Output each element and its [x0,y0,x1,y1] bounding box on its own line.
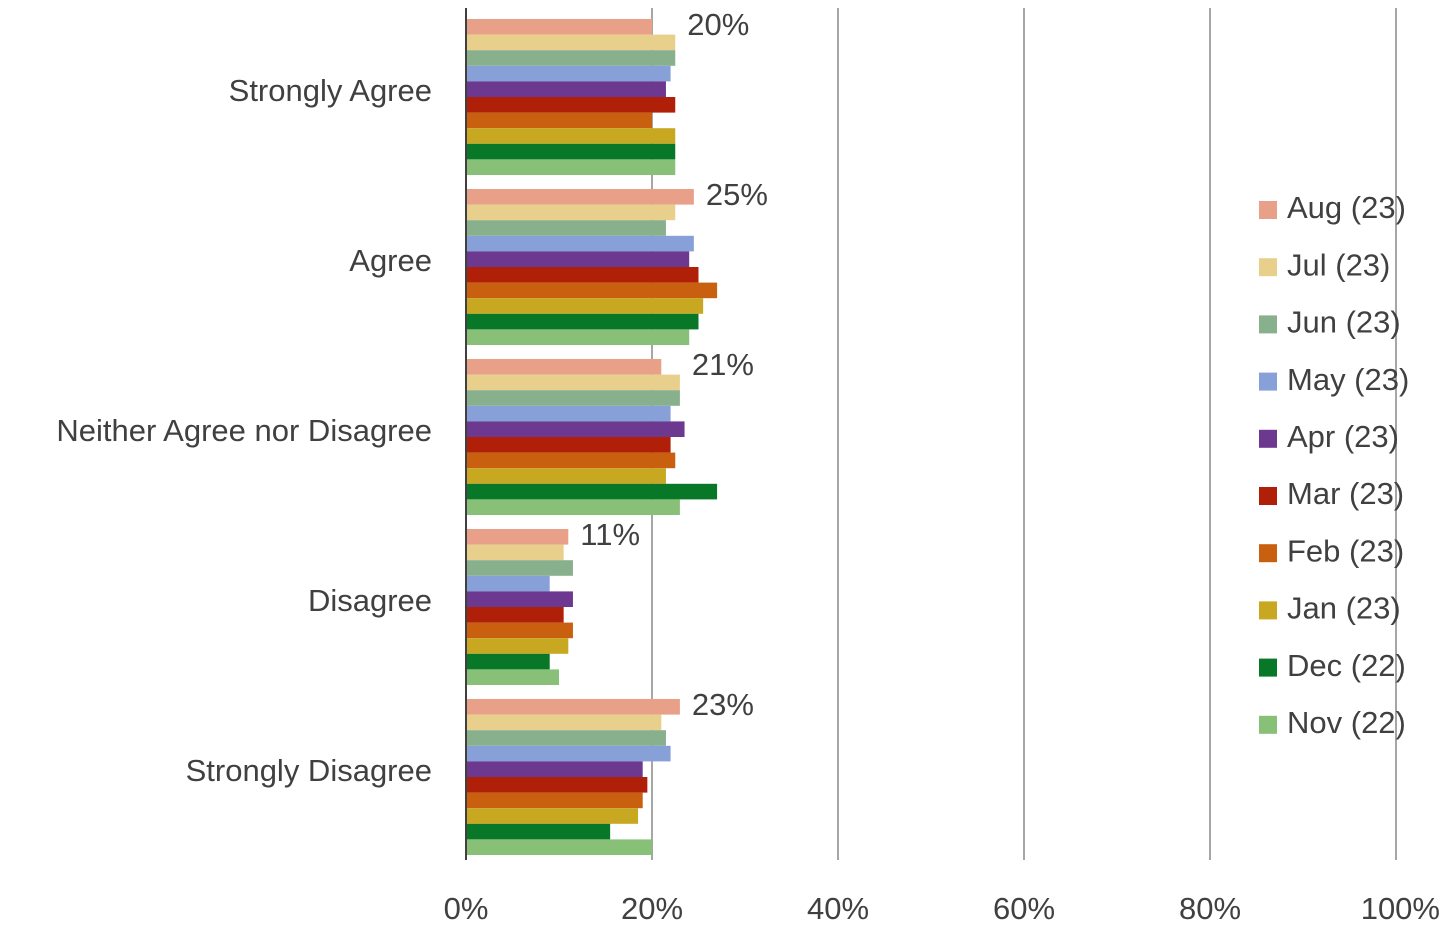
x-tick-label: 40% [807,891,869,925]
bar [466,544,564,561]
bar [466,282,718,299]
bar [466,777,648,793]
legend-swatch [1259,315,1277,334]
bar [466,560,573,576]
bar [466,112,652,129]
legend-swatch [1259,201,1277,219]
category-labels: Strongly Agree Agree Neither Agree nor Dis… [56,73,432,788]
legend-label: Apr (23) [1287,419,1399,454]
bar [466,189,694,205]
bar [466,808,639,824]
legend-swatch [1259,372,1277,391]
bar [466,329,690,345]
bar [466,390,680,406]
legend-label: Jun (23) [1287,305,1401,340]
data-label: 20% [687,7,749,42]
legend-swatch [1259,544,1277,563]
bar [466,235,694,252]
x-tick-label: 20% [621,891,683,925]
bar [466,622,573,639]
bar [466,839,652,855]
x-tick-label: 80% [1179,891,1241,925]
category-label: Neither Agree nor Disagree [56,413,432,448]
bar [466,591,573,607]
legend-swatch [1259,715,1277,734]
bar [466,761,643,777]
bar [466,483,718,500]
category-label: Strongly Agree [229,73,432,108]
legend-label: May (23) [1287,362,1409,397]
bar [466,251,690,267]
category-label: Strongly Disagree [186,753,432,788]
bar [466,313,699,330]
bar [466,159,676,175]
bar [466,97,676,113]
data-label: 25% [706,177,768,212]
legend-swatch [1259,258,1277,277]
bar [466,575,550,592]
bar [466,267,699,283]
legend-label: Jul (23) [1287,247,1390,282]
bars [466,19,718,855]
x-tick-label: 100% [1361,891,1440,925]
bar [466,745,671,762]
legend-label: Nov (22) [1287,705,1406,740]
bar [466,143,676,160]
bar [466,359,662,375]
bar [466,374,680,391]
legend-label: Aug (23) [1287,190,1406,225]
bar [466,529,569,545]
bar [466,81,666,97]
legend: Aug (23) Jul (23) Jun (23) May (23) Apr (23)… [1259,190,1409,740]
bar [466,220,666,236]
data-labels: 20% 25% 21% 11% 23% [580,7,768,722]
bar [466,607,564,623]
bar [466,823,611,840]
x-tick-label: 0% [444,891,489,925]
bar [466,421,685,437]
bar [466,468,666,484]
bar [466,50,676,66]
data-label: 23% [692,687,754,722]
bar [466,699,680,715]
category-label: Agree [349,243,432,278]
legend-swatch [1259,487,1277,505]
bar [466,34,676,51]
legend-swatch [1259,429,1277,448]
legend-swatch [1259,658,1277,677]
x-tick-labels: 0% 20% 40% 60% 80% 100% [444,891,1440,925]
bar [466,669,559,685]
legend-swatch [1259,601,1277,620]
bar [466,714,662,731]
gridlines [651,8,1397,860]
legend-label: Dec (22) [1287,648,1406,683]
legend-label: Mar (23) [1287,476,1404,511]
x-tick-label: 60% [993,891,1055,925]
bar [466,405,671,422]
bar [466,437,671,453]
bar [466,730,666,746]
bar [466,128,676,144]
legend-label: Jan (23) [1287,591,1401,626]
bar [466,65,671,82]
bar [466,638,569,654]
category-label: Disagree [308,583,432,618]
bar [466,792,643,809]
bar [466,452,676,469]
bar [466,19,652,35]
bar [466,298,704,314]
data-label: 11% [580,517,640,552]
bar [466,499,680,515]
data-label: 21% [692,347,754,382]
bar [466,204,676,221]
bar [466,653,550,670]
legend-label: Feb (23) [1287,533,1404,568]
